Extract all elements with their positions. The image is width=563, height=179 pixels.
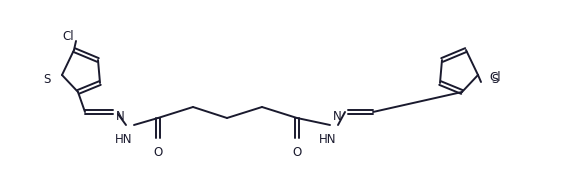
Text: HN: HN xyxy=(319,133,337,146)
Text: Cl: Cl xyxy=(489,71,501,83)
Text: N: N xyxy=(116,110,125,123)
Text: O: O xyxy=(153,146,163,159)
Text: N: N xyxy=(333,110,342,123)
Text: O: O xyxy=(292,146,302,159)
Text: S: S xyxy=(43,72,51,86)
Text: Cl: Cl xyxy=(62,30,74,42)
Text: S: S xyxy=(491,72,498,86)
Text: HN: HN xyxy=(115,133,133,146)
